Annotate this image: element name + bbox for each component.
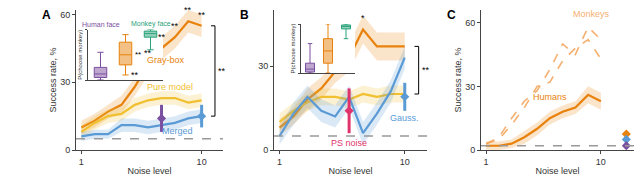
svg-text:Noise level: Noise level — [535, 166, 579, 176]
svg-text:60: 60 — [60, 10, 70, 20]
svg-text:Noise level: Noise level — [328, 166, 372, 176]
svg-text:Noise level: Noise level — [127, 166, 171, 176]
svg-text:P(choose monkey): P(choose monkey) — [77, 30, 83, 80]
svg-text:**: ** — [218, 66, 226, 76]
svg-text:**: ** — [135, 50, 141, 59]
svg-text:0: 0 — [263, 145, 268, 155]
svg-text:C: C — [447, 8, 456, 22]
svg-text:Humans: Humans — [533, 92, 567, 102]
svg-text:A: A — [42, 8, 51, 22]
svg-text:**: ** — [131, 70, 139, 80]
svg-text:1: 1 — [484, 157, 489, 167]
svg-text:Gauss.: Gauss. — [390, 113, 419, 123]
svg-text:Monkey face: Monkey face — [131, 20, 171, 28]
svg-text:Success rate, %: Success rate, % — [48, 47, 58, 112]
svg-text:0: 0 — [65, 145, 70, 155]
svg-text:B: B — [240, 8, 249, 22]
svg-text:10: 10 — [400, 157, 410, 167]
svg-text:30: 30 — [258, 61, 268, 71]
svg-text:**: ** — [184, 5, 192, 15]
svg-text:10: 10 — [197, 157, 207, 167]
svg-text:30: 30 — [465, 82, 475, 92]
svg-text:1: 1 — [277, 157, 282, 167]
svg-text:10: 10 — [596, 157, 606, 167]
svg-text:**: ** — [158, 32, 166, 42]
svg-text:Human face: Human face — [82, 21, 120, 28]
svg-text:30: 30 — [60, 77, 70, 87]
svg-text:60: 60 — [465, 18, 475, 28]
svg-text:**: ** — [144, 48, 152, 58]
svg-text:**: ** — [198, 10, 206, 20]
svg-text:Gray-box: Gray-box — [147, 55, 185, 65]
svg-text:**: ** — [171, 21, 179, 31]
svg-text:PS noise: PS noise — [331, 138, 367, 148]
svg-text:Pure model: Pure model — [147, 82, 193, 92]
svg-text:**: ** — [422, 65, 430, 75]
svg-text:0: 0 — [470, 145, 475, 155]
svg-text:1: 1 — [79, 157, 84, 167]
svg-text:Monkeys: Monkeys — [573, 9, 610, 19]
svg-text:*: * — [361, 13, 365, 23]
svg-text:Merged: Merged — [162, 126, 193, 136]
svg-text:P(choose monkey): P(choose monkey) — [290, 23, 296, 73]
svg-text:Success rate, %: Success rate, % — [453, 47, 463, 112]
